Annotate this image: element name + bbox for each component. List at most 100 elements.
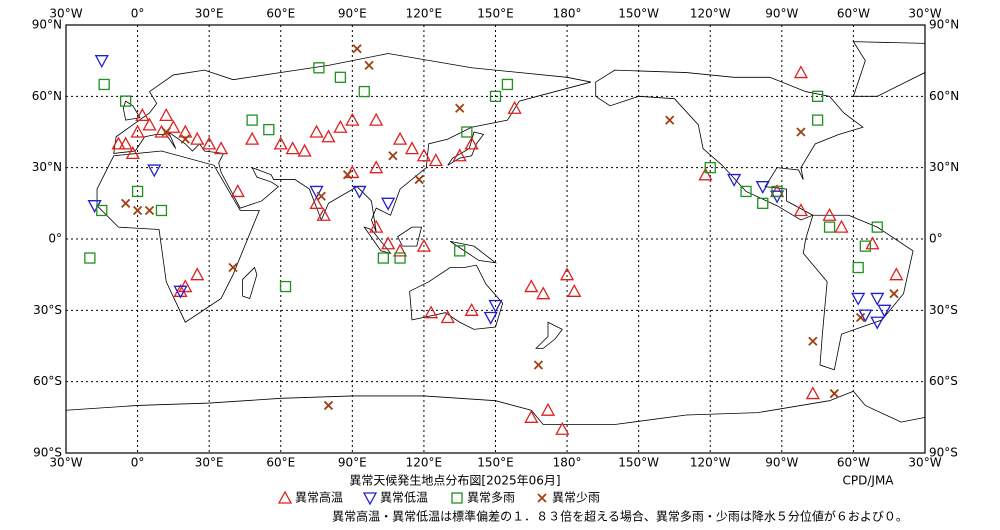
new-guinea [450, 241, 495, 262]
event-marker [805, 386, 820, 400]
event-marker [757, 197, 769, 209]
event-marker [414, 174, 424, 185]
event-marker [364, 60, 374, 71]
event-marker [536, 286, 551, 300]
lat-label-left: 90°N [32, 18, 62, 32]
event-marker [144, 205, 155, 216]
event-marker [871, 221, 883, 233]
event-marker [524, 279, 539, 293]
event-marker [121, 198, 131, 208]
event-marker [428, 153, 443, 167]
event-marker [392, 131, 408, 145]
event-marker [161, 127, 171, 137]
event-marker [865, 236, 880, 250]
event-marker [228, 262, 238, 273]
legend-label: 異常低温 [380, 491, 428, 505]
event-marker [352, 44, 362, 54]
event-marker [309, 124, 324, 138]
event-marker [120, 95, 132, 107]
event-marker [125, 146, 140, 160]
lon-label-top: 150°W [618, 7, 659, 21]
event-marker [808, 336, 818, 346]
legend-label: 異常高温 [295, 490, 343, 505]
event-marker [369, 112, 384, 126]
legend-label: 異常少雨 [552, 491, 600, 505]
legend-symbol [362, 492, 378, 506]
event-marker [333, 119, 348, 133]
event-marker [321, 129, 336, 143]
event-marker [131, 185, 144, 198]
event-marker [488, 299, 503, 313]
event-marker [297, 143, 312, 157]
event-marker [155, 204, 168, 217]
lon-label-top: 60°E [266, 7, 295, 21]
event-marker [489, 90, 502, 102]
event-marker [190, 131, 205, 145]
event-marker [461, 126, 473, 138]
event-marker [279, 280, 292, 293]
event-marker [392, 243, 408, 257]
madagascar [243, 268, 257, 299]
lon-label-top: 60°W [837, 7, 870, 21]
event-marker [698, 167, 713, 181]
event-marker [507, 100, 522, 114]
event-marker [855, 312, 866, 323]
map-title: 異常天候発生地点分布図[2025年06月] [349, 474, 560, 488]
lon-label-top: 30°W [49, 7, 82, 21]
event-marker [483, 311, 498, 325]
event-marker [230, 184, 245, 198]
event-marker [555, 421, 570, 435]
lon-label-top: 30°W [908, 7, 941, 21]
lon-label-bottom: 0° [131, 456, 145, 470]
africa [97, 151, 259, 322]
event-marker [118, 136, 133, 150]
event-marker [147, 164, 162, 178]
event-marker [94, 55, 109, 69]
event-marker [166, 119, 181, 133]
event-marker [870, 316, 885, 330]
event-marker [273, 136, 288, 150]
coastlines [66, 42, 949, 425]
event-marker [388, 151, 398, 161]
lat-label-left: 60°S [33, 374, 62, 388]
event-marker [423, 305, 439, 319]
event-marker [454, 245, 466, 257]
event-marker [96, 204, 108, 217]
event-marker [858, 309, 873, 323]
event-marker [173, 285, 188, 299]
lon-label-top: 30°E [195, 7, 224, 21]
lat-label-left: 90°S [33, 446, 62, 460]
footnote: 異常高温・異常低温は標準偏差の１．８３倍を超える場合、異常多雨・少雨は降水５分位… [332, 509, 908, 524]
event-marker [159, 107, 174, 122]
event-marker [464, 302, 479, 316]
event-marker [84, 252, 96, 264]
event-marker [313, 62, 325, 74]
lat-label-right: 0° [929, 232, 943, 246]
event-marker [111, 136, 126, 150]
event-marker [771, 185, 783, 198]
event-marker [345, 112, 360, 126]
event-marker [285, 141, 300, 155]
event-marker [455, 103, 465, 113]
sumatra [364, 227, 390, 253]
event-marker [352, 185, 367, 199]
legend-symbol [537, 493, 547, 503]
event-marker [309, 185, 324, 199]
event-marker [178, 124, 193, 138]
event-marker [98, 78, 110, 91]
south-america [803, 215, 913, 370]
north-america [596, 70, 863, 220]
event-marker [369, 219, 384, 233]
event-marker [533, 360, 544, 370]
event-marker [416, 238, 432, 252]
event-marker [358, 85, 370, 98]
event-marker [704, 162, 716, 174]
event-marker [793, 65, 809, 79]
lat-label-left: 0° [48, 232, 62, 246]
lat-label-left: 30°N [32, 160, 62, 174]
legend-symbol [451, 492, 463, 504]
event-marker [567, 283, 582, 297]
event-marker [559, 267, 575, 281]
event-marker [852, 261, 864, 274]
